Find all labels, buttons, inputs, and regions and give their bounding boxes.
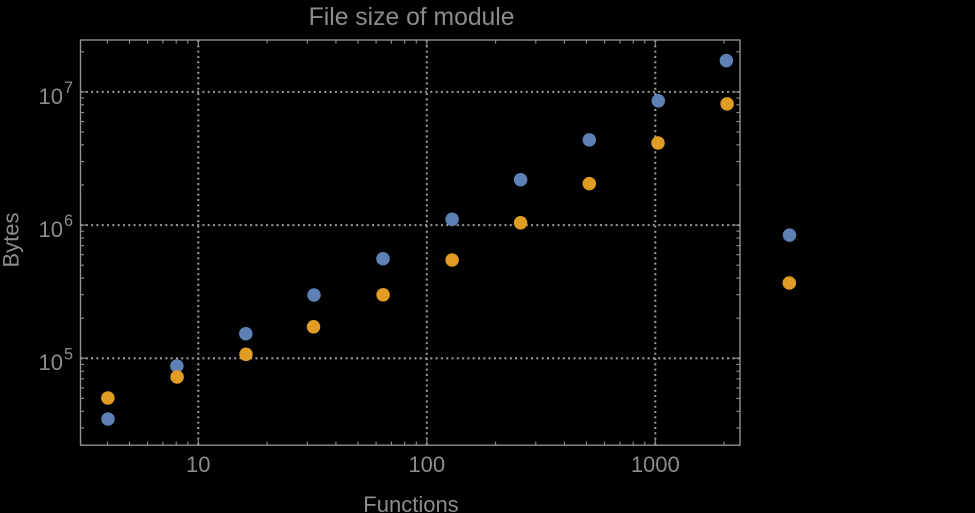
svg-text:Functions: Functions <box>363 492 458 513</box>
svg-text:10: 10 <box>186 452 210 477</box>
svg-text:7: 7 <box>64 79 73 97</box>
svg-text:1000: 1000 <box>631 452 680 477</box>
svg-text:Bytes: Bytes <box>0 212 24 267</box>
svg-text:10: 10 <box>39 217 63 242</box>
svg-text:10: 10 <box>39 84 63 109</box>
svg-text:5: 5 <box>64 345 73 363</box>
svg-text:100: 100 <box>408 452 445 477</box>
svg-text:10: 10 <box>39 350 63 375</box>
svg-text:File size of module: File size of module <box>309 4 515 31</box>
svg-text:6: 6 <box>64 212 73 230</box>
